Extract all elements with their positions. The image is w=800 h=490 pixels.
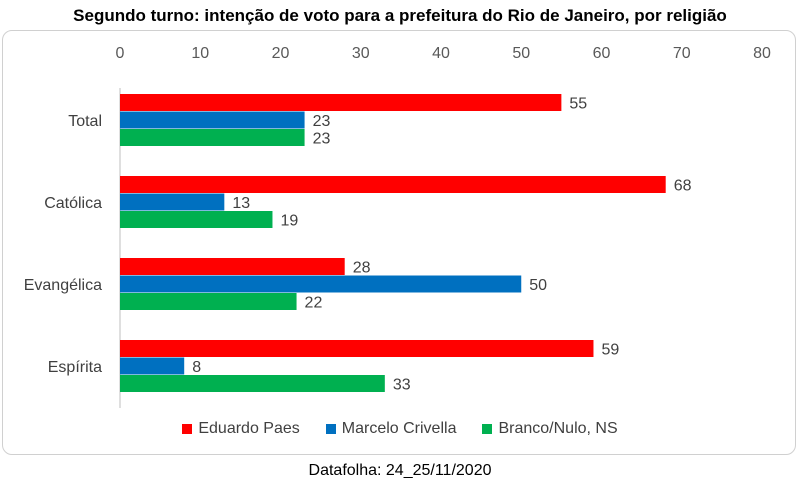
data-label: 23 (313, 113, 331, 130)
legend-label: Branco/Nulo, NS (498, 420, 618, 437)
legend-swatch (325, 424, 336, 434)
category-label: Espírita (48, 359, 102, 376)
bar (120, 211, 273, 228)
bar (120, 129, 305, 146)
data-label: 19 (280, 212, 298, 229)
data-label: 33 (393, 376, 411, 393)
legend-item-eduardo-paes: Eduardo Paes (182, 420, 300, 438)
x-tick-label: 50 (512, 45, 530, 62)
bar (120, 340, 594, 357)
legend-label: Eduardo Paes (198, 420, 300, 437)
bar (120, 375, 385, 392)
data-label: 8 (192, 359, 201, 376)
data-label: 68 (674, 177, 692, 194)
legend-label: Marcelo Crivella (341, 420, 457, 437)
legend: Eduardo Paes Marcelo Crivella Branco/Nul… (0, 420, 800, 438)
legend-swatch (182, 424, 193, 434)
x-tick-label: 30 (352, 45, 370, 62)
source-note: Datafolha: 24_25/11/2020 (308, 462, 492, 479)
legend-item-marcelo-crivella: Marcelo Crivella (325, 420, 457, 438)
x-tick-label: 40 (432, 45, 450, 62)
x-tick-label: 80 (753, 45, 771, 62)
legend-item-branco-nulo: Branco/Nulo, NS (482, 420, 618, 438)
bar (120, 357, 185, 375)
category-label: Evangélica (24, 277, 102, 294)
x-tick-label: 10 (191, 45, 209, 62)
data-label: 50 (529, 277, 547, 294)
bar (120, 275, 522, 293)
bar (120, 193, 225, 211)
x-tick-label: 20 (272, 45, 290, 62)
data-label: 55 (569, 95, 587, 112)
legend-swatch (482, 424, 493, 434)
data-label: 13 (232, 195, 250, 212)
bar (120, 111, 305, 129)
category-label: Católica (44, 195, 102, 212)
data-label: 59 (601, 341, 619, 358)
data-label: 28 (353, 259, 371, 276)
x-tick-label: 0 (116, 45, 125, 62)
bar (120, 176, 666, 193)
data-label: 23 (313, 130, 331, 147)
x-tick-label: 60 (593, 45, 611, 62)
bar (120, 258, 345, 275)
category-label: Total (68, 113, 102, 130)
bar (120, 94, 562, 111)
x-tick-label: 70 (673, 45, 691, 62)
chart-title: Segundo turno: intenção de voto para a p… (73, 6, 727, 25)
bar (120, 293, 297, 310)
data-label: 22 (305, 294, 323, 311)
